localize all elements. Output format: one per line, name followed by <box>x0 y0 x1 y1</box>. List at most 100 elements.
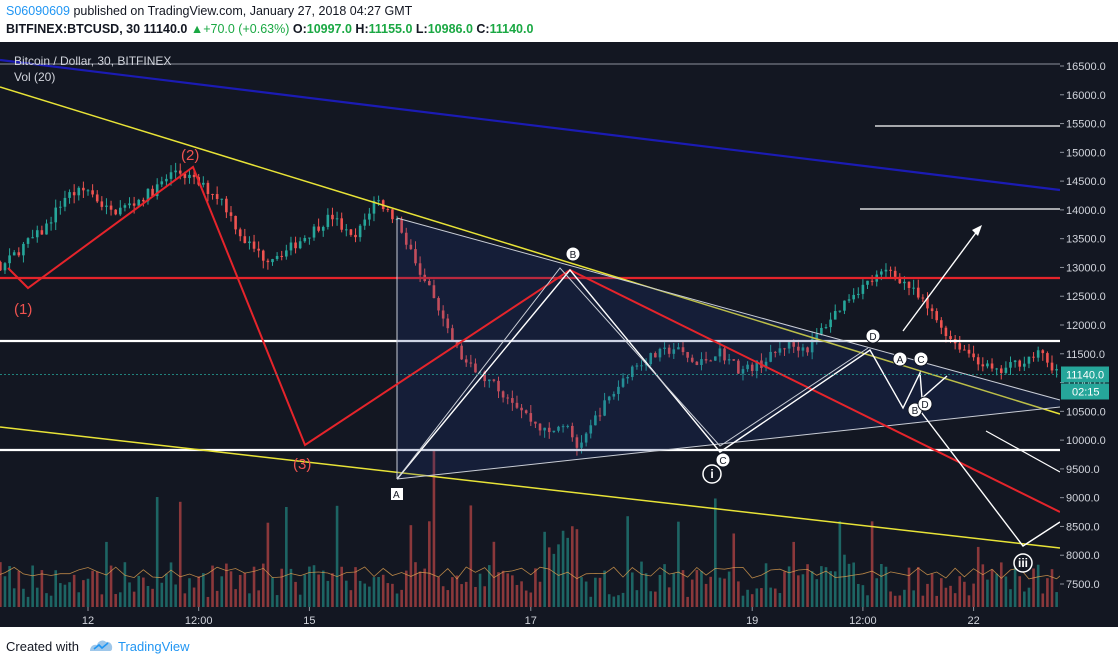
volume-bar <box>100 594 104 607</box>
candle-body <box>188 174 191 179</box>
candle-body <box>1009 362 1012 368</box>
volume-bar <box>677 521 680 607</box>
volume-bar <box>907 567 911 607</box>
candle-body <box>123 205 127 208</box>
candle-body <box>289 242 293 251</box>
candle-body <box>400 219 403 233</box>
tradingview-logo-icon[interactable] <box>88 637 114 658</box>
volume-bar <box>418 571 422 607</box>
volume-bar <box>82 580 85 607</box>
countdown-badge <box>1061 383 1109 400</box>
candle-body <box>649 353 653 365</box>
candle-body <box>248 241 251 244</box>
candle-body <box>940 320 943 328</box>
candle-body <box>852 294 855 300</box>
volume-bar <box>598 577 602 607</box>
candle-body <box>861 284 865 294</box>
volume-bar <box>252 566 256 607</box>
volume-bar <box>603 570 606 607</box>
time-tick-label: 15 <box>303 615 315 627</box>
candle-body <box>773 351 777 353</box>
volume-bar <box>372 577 376 607</box>
volume-bar <box>520 581 523 607</box>
candle-body <box>82 187 85 191</box>
volume-bar <box>515 584 519 607</box>
volume-bar <box>838 521 842 607</box>
candle-body <box>884 269 888 272</box>
candle-body <box>280 255 284 257</box>
candle-body <box>206 182 210 194</box>
candle-body <box>1041 350 1045 354</box>
candle-body <box>160 181 164 185</box>
volume-bar <box>95 571 99 607</box>
volume-bar <box>354 567 357 607</box>
volume-bar <box>308 566 311 607</box>
volume-bar <box>524 590 528 607</box>
legend-title: Bitcoin / Dollar, 30, BITFINEX <box>14 54 172 68</box>
candle-body <box>999 368 1003 373</box>
candle-body <box>317 226 320 231</box>
abc-label: D <box>869 332 876 343</box>
candle-body <box>169 172 173 179</box>
candle-body <box>391 209 394 220</box>
volume-bar <box>174 584 177 607</box>
candle-body <box>912 287 915 289</box>
candle-body <box>967 349 971 354</box>
volume-bar <box>852 562 855 607</box>
candle-body <box>838 310 842 312</box>
open-value: 10997.0 <box>306 22 352 36</box>
tradingview-link[interactable]: TradingView <box>118 639 190 654</box>
volume-bar <box>783 571 786 607</box>
candle-body <box>903 281 906 284</box>
volume-bar <box>363 583 367 607</box>
candle-body <box>31 237 34 239</box>
candle-body <box>211 193 214 195</box>
volume-bar <box>1023 591 1026 607</box>
candle-body <box>165 178 168 182</box>
candle-body <box>17 252 21 256</box>
volume-bar <box>109 565 113 607</box>
white-abcd-path <box>396 267 869 480</box>
volume-bar <box>875 578 879 607</box>
candle-body <box>409 244 413 250</box>
volume-bar <box>843 554 846 607</box>
volume-bar <box>303 574 307 607</box>
price-tick-label: 8000.0 <box>1066 550 1100 562</box>
volume-bar <box>54 570 58 607</box>
price-chart[interactable]: (1)(2)(3)AABCDACBDiiii 16500.016000.0155… <box>0 42 1118 627</box>
candle-body <box>492 379 496 381</box>
volume-bar <box>847 563 851 607</box>
volume-bar <box>40 570 44 607</box>
candle-body <box>598 415 602 417</box>
candle-body <box>824 327 828 329</box>
candle-body <box>621 378 625 387</box>
price-tick-label: 12000.0 <box>1066 320 1106 332</box>
chart-panel[interactable]: (1)(2)(3)AABCDACBDiiii 16500.016000.0155… <box>0 42 1118 627</box>
volume-bar <box>511 575 514 607</box>
volume-bar <box>690 579 694 607</box>
volume-bar <box>893 595 897 607</box>
candle-body <box>561 426 565 428</box>
volume-bar <box>1004 576 1008 607</box>
candle-body <box>580 442 583 448</box>
roman-label: i <box>710 467 713 481</box>
candle-body <box>557 426 560 431</box>
volume-bar <box>884 566 888 607</box>
candle-body <box>737 360 740 374</box>
last-price: 11140.0 <box>143 22 188 36</box>
blue-trendline <box>0 58 1061 192</box>
volume-bar <box>169 562 173 607</box>
candle-body <box>681 347 685 353</box>
candle-body <box>363 219 367 226</box>
volume-bar <box>86 578 90 607</box>
volume-bar <box>778 593 782 607</box>
volume-bar <box>755 588 759 607</box>
candle-body <box>308 237 311 239</box>
author-link[interactable]: S06090609 <box>6 4 70 18</box>
volume-bar <box>192 587 196 607</box>
candle-body <box>515 402 519 408</box>
candle-body <box>1013 360 1017 363</box>
candle-body <box>547 427 551 433</box>
high-value: 11155.0 <box>368 22 413 36</box>
candle-body <box>483 371 486 382</box>
